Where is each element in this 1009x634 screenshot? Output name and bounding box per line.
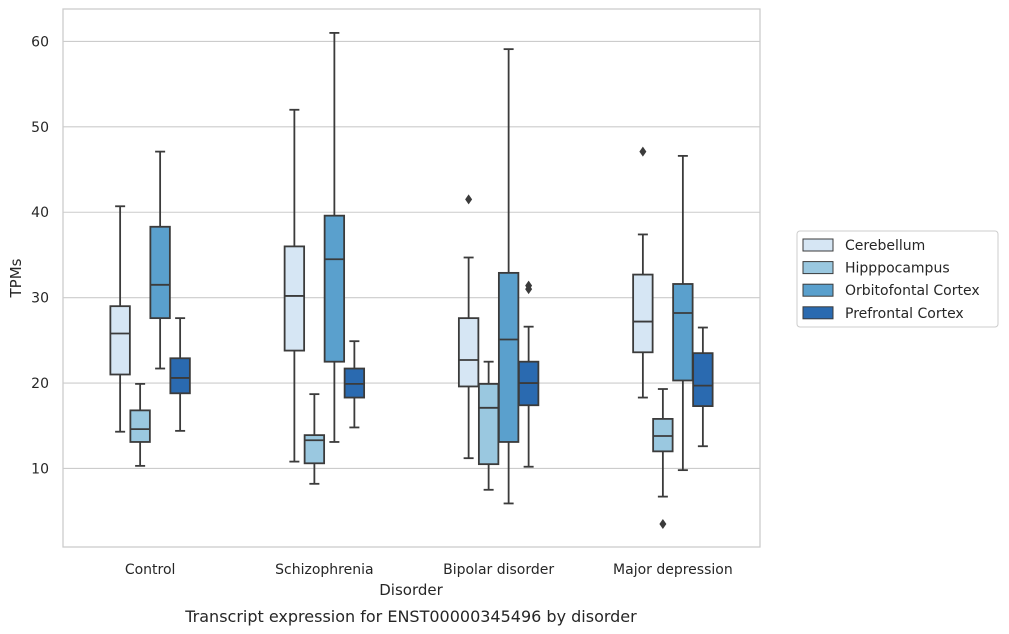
x-tick-label: Major depression (613, 562, 733, 578)
y-tick-label: 20 (31, 376, 49, 392)
y-tick-label: 40 (31, 205, 49, 221)
x-tick-labels: Control Schizophrenia Bipolar disorder Majo… (125, 562, 733, 578)
box-plot (129, 382, 151, 467)
box-series-group (109, 32, 714, 529)
box-iqr (672, 283, 694, 382)
legend-swatch (802, 283, 834, 297)
legend-swatch (802, 238, 834, 252)
x-tick-label: Bipolar disorder (443, 562, 554, 578)
box-iqr (323, 214, 346, 363)
box-iqr (497, 271, 520, 443)
box-plot (169, 317, 191, 432)
box-plot (343, 340, 366, 429)
box-iqr (283, 245, 306, 352)
x-tick-label: Control (125, 562, 176, 578)
box-plot (497, 48, 520, 505)
box-iqr (457, 317, 480, 388)
box-plot (323, 32, 346, 443)
x-tick-label: Schizophrenia (275, 562, 373, 578)
legend-swatch (802, 261, 834, 275)
legend-label: Hipppocampus (845, 261, 950, 277)
box-iqr (109, 305, 131, 376)
box-iqr (477, 382, 500, 466)
box-plot (692, 326, 714, 448)
box-iqr (169, 357, 191, 395)
box-plot (457, 194, 480, 460)
legend-label: Cerebellum (845, 238, 925, 254)
y-axis-label: TPMs (7, 258, 25, 298)
box-iqr (303, 434, 326, 465)
y-tick-labels: 10 20 30 40 50 60 (31, 34, 49, 477)
box-iqr (692, 352, 714, 407)
legend-swatch (802, 306, 834, 320)
box-plot (149, 150, 171, 370)
y-tick-label: 50 (31, 120, 49, 136)
box-plot (672, 154, 694, 472)
box-plot (283, 108, 306, 463)
legend: Cerebellum Hipppocampus Orbitofontal Corte… (796, 230, 999, 328)
box-plot (303, 393, 326, 485)
box-iqr (149, 225, 171, 320)
outlier-marker (659, 518, 667, 529)
x-axis-label: Disorder (379, 581, 443, 599)
legend-label: Orbitofontal Cortex (845, 283, 980, 299)
box-iqr (632, 273, 654, 354)
chart-caption: Transcript expression for ENST0000034549… (184, 607, 637, 626)
box-iqr (129, 409, 151, 443)
plot-frame (62, 8, 761, 548)
box-plot (632, 146, 654, 399)
y-tick-label: 30 (31, 291, 49, 307)
outlier-marker (639, 146, 647, 157)
y-tick-label: 60 (31, 34, 49, 50)
box-plot (109, 205, 131, 433)
box-plot (517, 280, 540, 468)
legend-label: Prefrontal Cortex (845, 306, 964, 322)
box-plot (477, 360, 500, 491)
outlier-marker (525, 280, 533, 291)
outlier-marker (465, 194, 473, 205)
y-tick-label: 10 (31, 461, 49, 477)
box-plot (652, 388, 674, 529)
legend-frame (796, 230, 999, 328)
